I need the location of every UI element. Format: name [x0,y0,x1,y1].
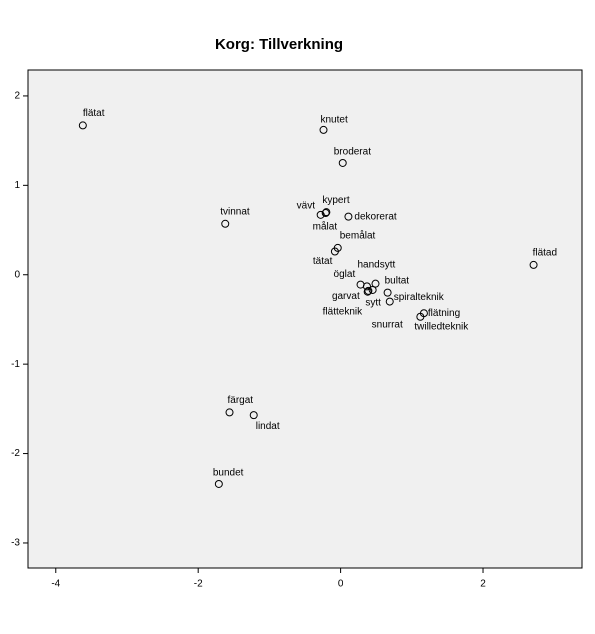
point [344,212,353,221]
point-label: flätteknik [323,306,363,317]
point-label: färgat [228,395,254,406]
point [221,219,230,228]
point-label: bemålat [340,230,376,242]
point-label: garvat [332,291,360,302]
point [416,312,425,321]
point [321,209,330,218]
point-label: öglat [334,269,356,280]
point [364,286,373,295]
point [529,260,538,269]
point-label: broderat [334,147,371,158]
point-label: vävt [297,200,316,211]
point-label: knutet [321,115,348,126]
point [362,282,371,291]
y-tick-label: 1 [14,180,20,191]
point-label: bundet [213,468,244,479]
x-tick-label: -4 [51,579,60,590]
point-label: twilledteknik [414,321,469,332]
point-label: sytt [365,297,381,308]
point-label: tätat [313,256,333,267]
point-label: flätning [428,308,460,319]
point [363,287,372,296]
point [225,408,234,417]
y-tick-label: 0 [14,269,20,280]
plot-area [27,69,583,569]
point [338,158,347,167]
point-label: tvinnat [220,206,250,217]
point [368,285,377,294]
point [383,288,392,297]
x-tick-label: 2 [480,579,486,590]
point-label: bultat [385,275,410,286]
y-tick-label: -2 [11,448,20,459]
point-label: kypert [322,195,349,206]
point [330,247,339,256]
point [78,121,87,130]
point-label: flätad [533,248,557,259]
point-label: spiralteknik [394,292,445,303]
chart-title: Korg: Tillverkning [215,36,343,53]
y-tick-label: -1 [11,359,20,370]
point-label: dekorerat [354,211,396,222]
point [319,125,328,134]
point-label: målat [313,221,338,233]
point-label: snurrat [372,320,403,331]
y-tick-label: 2 [14,91,20,102]
point-label: flätat [83,108,105,119]
point [385,297,394,306]
x-tick-label: -2 [194,579,203,590]
point [214,479,223,488]
point [322,208,331,217]
point-label: handsytt [357,259,395,270]
point [249,411,258,420]
y-tick-label: -3 [11,538,20,549]
point-label: lindat [256,421,280,432]
x-tick-label: 0 [338,579,344,590]
